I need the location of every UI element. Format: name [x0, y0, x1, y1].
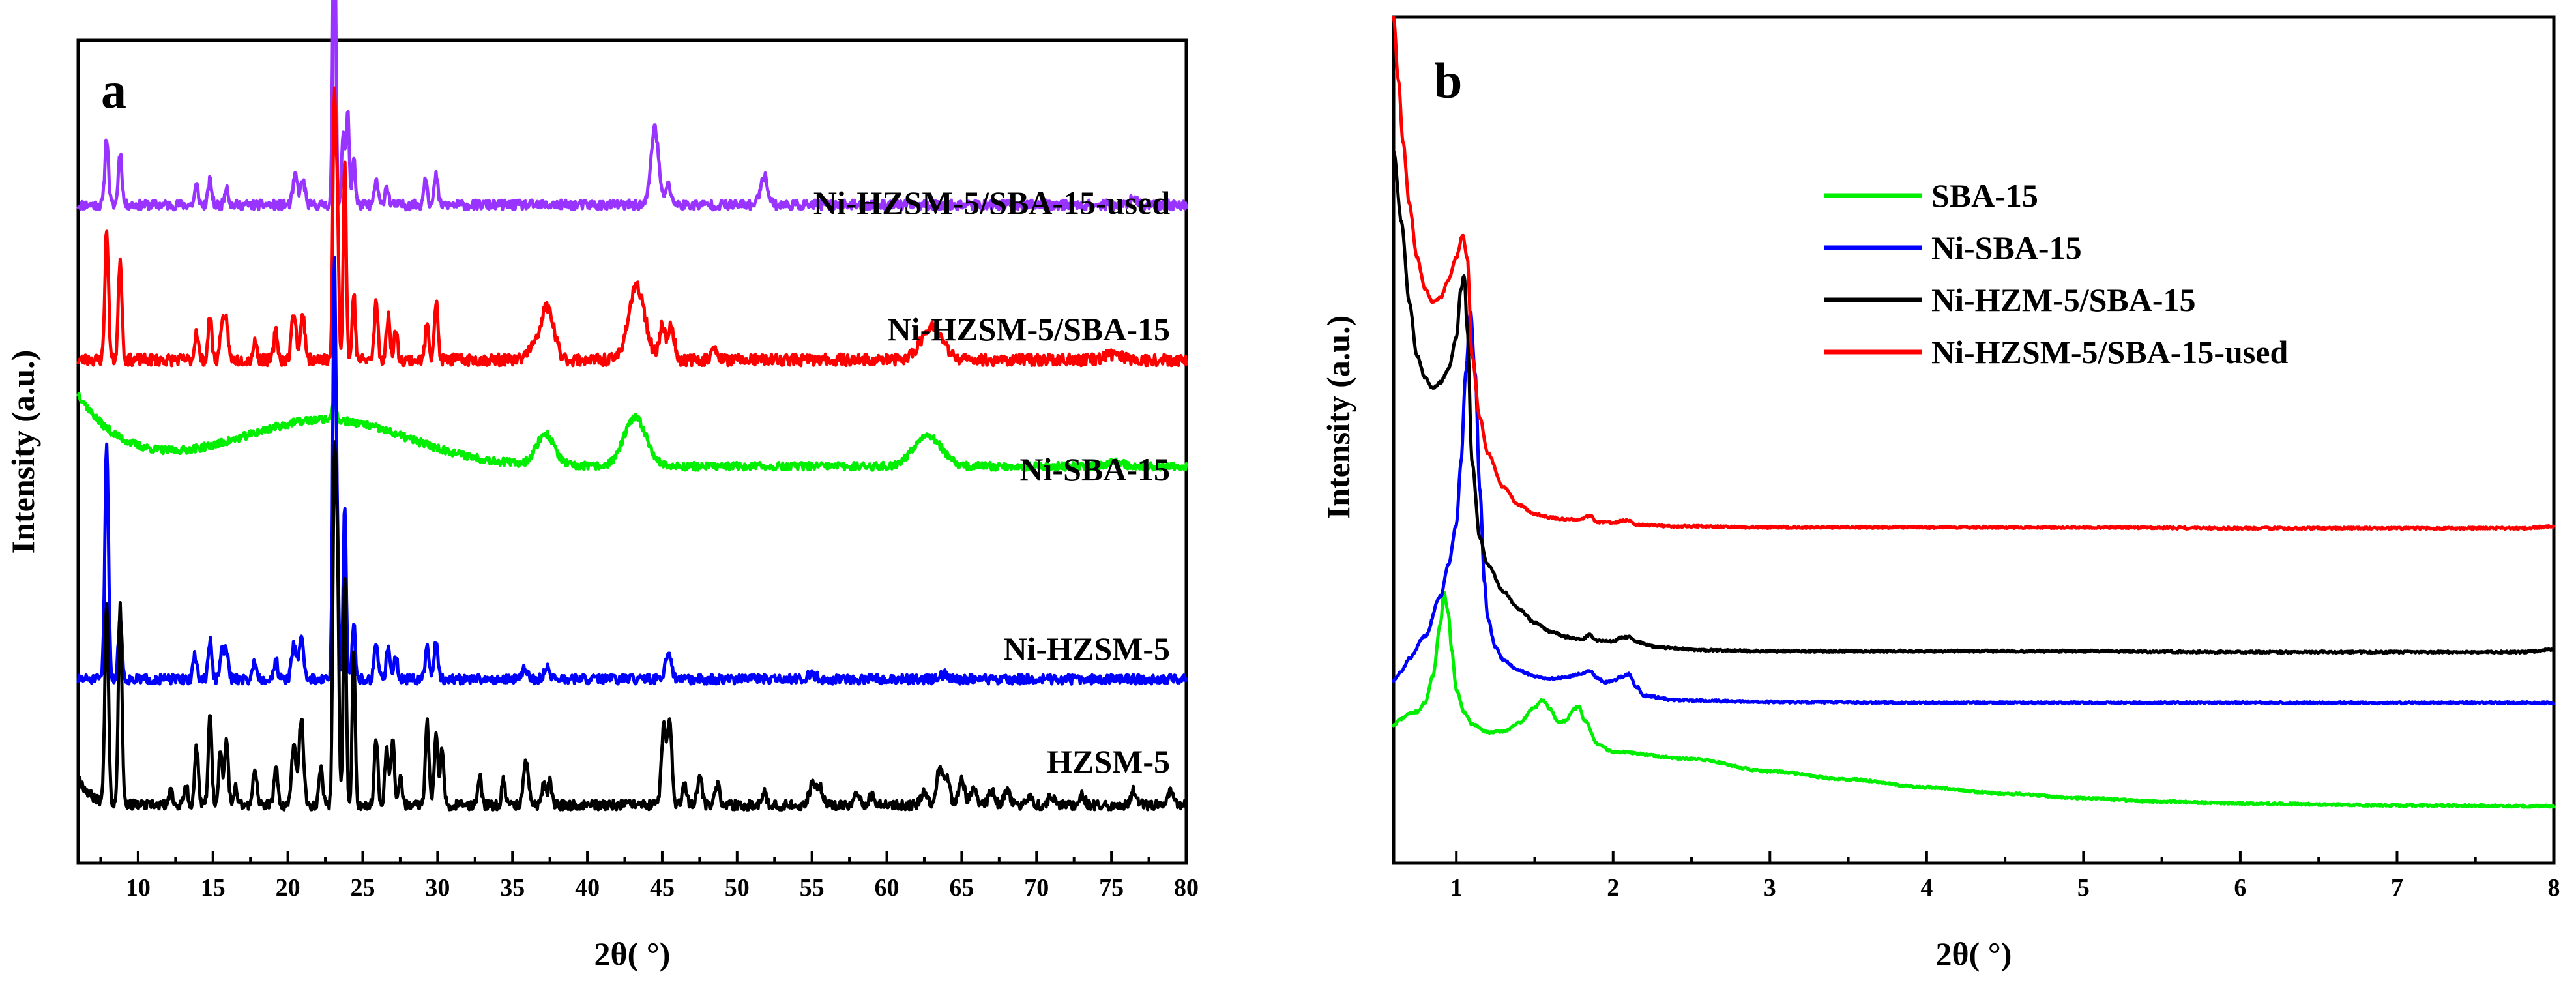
panel-a-x-ticks: 10 15 20 25 30 35 40 45 50 55 60 65 70 75 80: [99, 851, 1199, 902]
panel-a-x-tick-label: 15: [201, 874, 226, 902]
panel-a-x-tick-label: 35: [500, 874, 525, 902]
panel-b-x-tick-label: 6: [2234, 874, 2246, 902]
panel-a-x-tick-label: 70: [1024, 874, 1049, 902]
panel-a-x-tick-label: 65: [949, 874, 974, 902]
panel-a-series: [76, 0, 1188, 812]
panel-b-x-tick-label: 8: [2548, 874, 2560, 902]
panel-a-series-label: Ni-HZSM-5: [1003, 630, 1170, 667]
panel-b-series-line: [1392, 310, 2556, 706]
panel-a-series-labels: Ni-HZSM-5/SBA-15-used Ni-HZSM-5/SBA-15 Ni-…: [813, 184, 1170, 780]
panel-a-series-label: Ni-SBA-15: [1019, 451, 1170, 488]
panel-b-x-tick-label: 2: [1607, 874, 1619, 902]
panel-b-x-tick-label: 1: [1450, 874, 1463, 902]
panel-a-series-label: Ni-HZSM-5/SBA-15: [888, 311, 1170, 347]
panel-b-chart: 1 2 3 4 5 6 7 8 b 2θ( °) Intensity (a.u.) SBA-1…: [1320, 15, 2560, 972]
panel-b-x-axis-title: 2θ( °): [1936, 936, 2012, 972]
panel-a-y-axis-title: Intensity (a.u.): [5, 350, 41, 554]
panel-a-series-label: Ni-HZSM-5/SBA-15-used: [813, 184, 1170, 221]
panel-b-legend-label: Ni-HZSM-5/SBA-15-used: [1931, 334, 2288, 370]
panel-b-series-line: [1392, 149, 2556, 655]
panel-b-plot-frame: [1392, 15, 2556, 865]
panel-a-x-tick-label: 45: [650, 874, 675, 902]
panel-a-series-line: [76, 0, 1188, 212]
panel-a-series-label: HZSM-5: [1047, 743, 1170, 780]
panel-a-x-tick-label: 20: [276, 874, 300, 902]
panel-a-series-line: [76, 440, 1188, 812]
panel-a-x-tick-label: 40: [575, 874, 600, 902]
panel-a-x-tick-label: 50: [725, 874, 750, 902]
panel-a-x-tick-label: 80: [1174, 874, 1199, 902]
panel-a-x-tick-label: 10: [126, 874, 151, 902]
panel-a-series-line: [76, 256, 1188, 686]
panel-b-x-tick-label: 4: [1920, 874, 1933, 902]
panel-a-series-line: [76, 86, 1188, 368]
panel-a-chart: 10 15 20 25 30 35 40 45 50 55 60 65 70 75 80 Ni-HZSM-5…: [5, 0, 1199, 972]
panel-b-legend-label: Ni-SBA-15: [1931, 229, 2082, 266]
panel-b-series-line: [1392, 16, 2556, 531]
panel-a-series-line: [76, 392, 1188, 472]
panel-b-legend-label: SBA-15: [1931, 177, 2038, 214]
panel-a-x-tick-label: 25: [350, 874, 375, 902]
panel-b-legend: SBA-15 Ni-SBA-15 Ni-HZM-5/SBA-15 Ni-HZSM-5/…: [1824, 177, 2288, 370]
panel-b-legend-label: Ni-HZM-5/SBA-15: [1931, 282, 2196, 318]
panel-a-plot-frame: [76, 38, 1188, 865]
panel-a-x-tick-label: 60: [875, 874, 900, 902]
panel-a-x-tick-label: 30: [425, 874, 450, 902]
panel-b-x-tick-label: 7: [2391, 874, 2403, 902]
panel-b-x-ticks: 1 2 3 4 5 6 7 8: [1450, 851, 2560, 902]
panel-b-y-axis-title: Intensity (a.u.): [1320, 316, 1356, 520]
panel-a-x-tick-label: 75: [1099, 874, 1124, 902]
panel-a-x-tick-label: 55: [800, 874, 825, 902]
panel-b-series: [1392, 16, 2556, 809]
panel-a-x-axis-title: 2θ( °): [594, 936, 671, 972]
panel-a-label: a: [101, 62, 126, 119]
panel-b-label: b: [1434, 52, 1462, 109]
panel-b-x-tick-label: 3: [1764, 874, 1776, 902]
panel-b-series-line: [1392, 591, 2556, 809]
panel-b-x-tick-label: 5: [2077, 874, 2090, 902]
